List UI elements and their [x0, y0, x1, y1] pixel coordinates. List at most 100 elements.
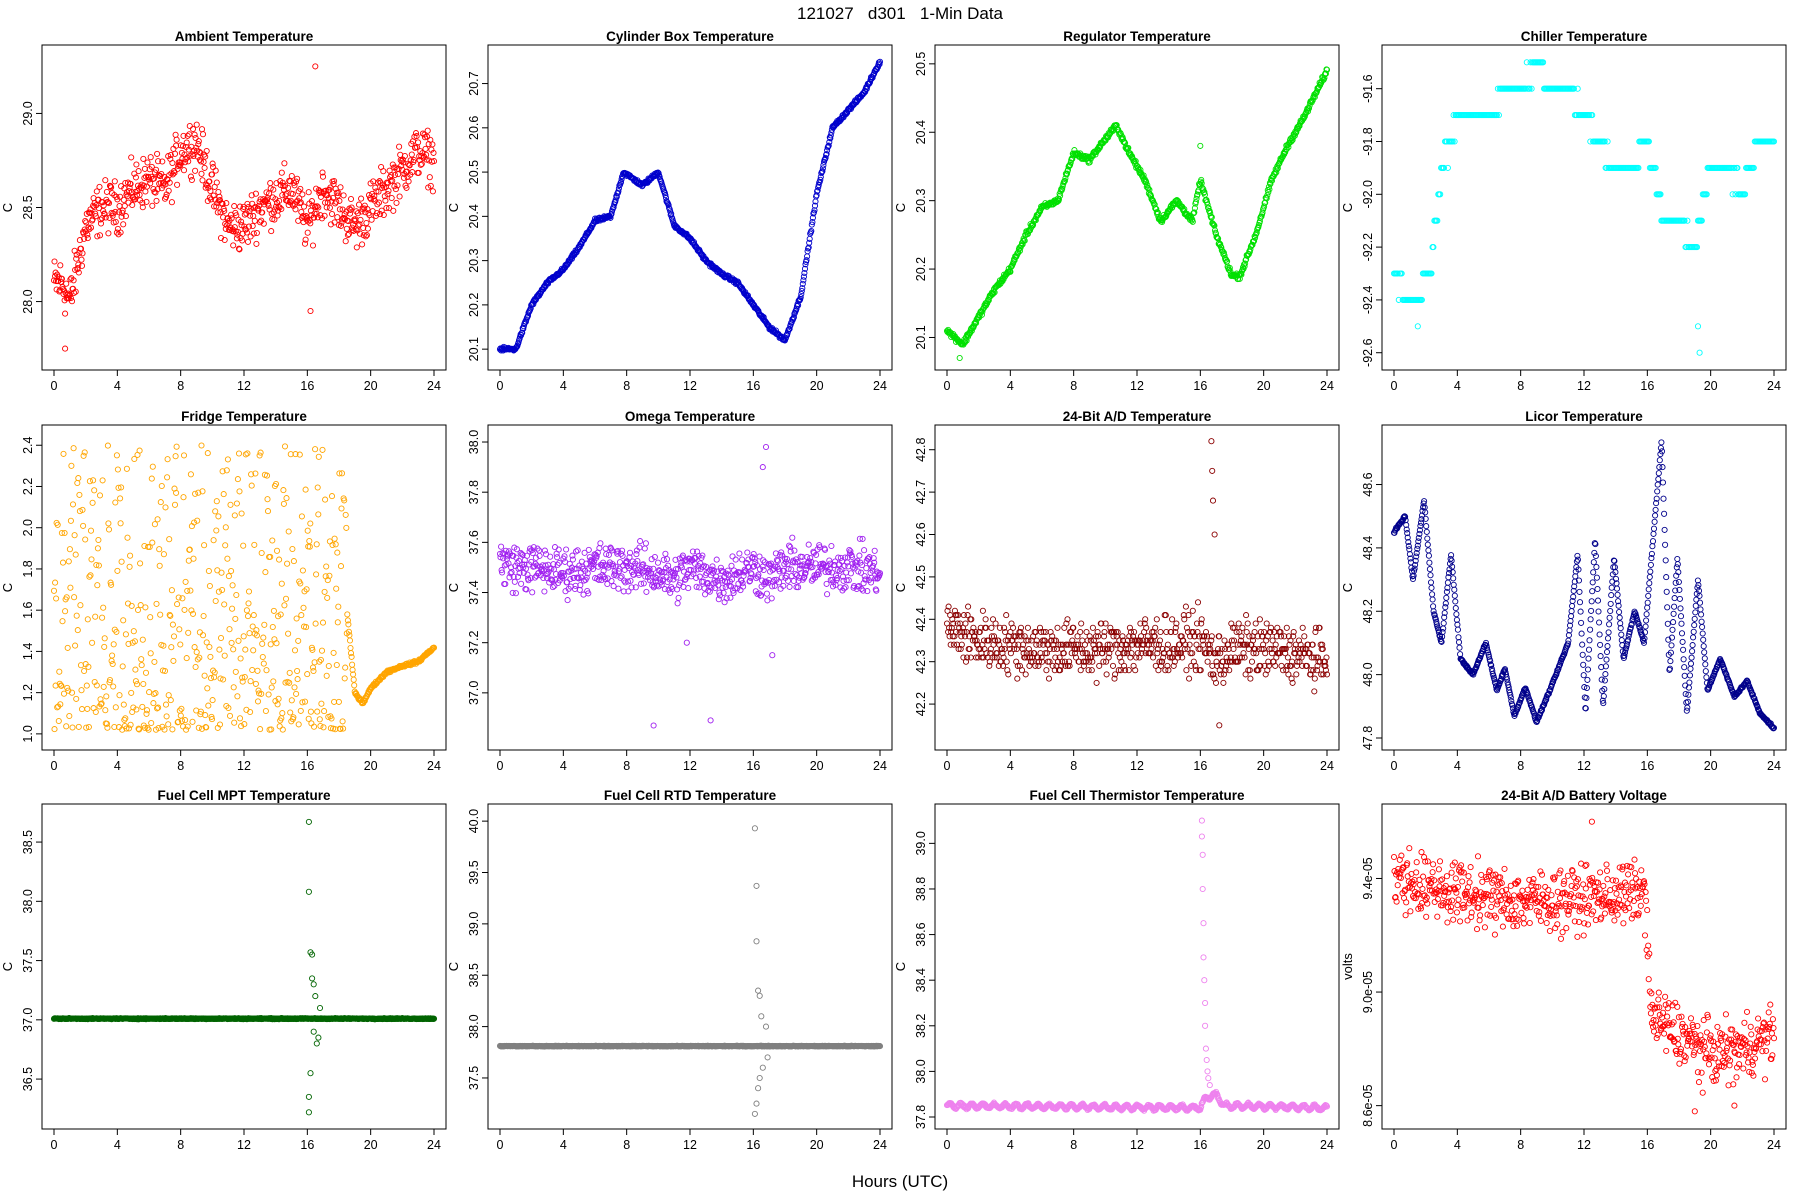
y-axis-label: C — [893, 203, 908, 212]
data-point — [333, 585, 340, 592]
data-point — [967, 654, 974, 661]
data-point — [69, 501, 77, 508]
data-point — [112, 218, 119, 225]
data-point — [113, 229, 120, 236]
data-point — [342, 511, 349, 518]
data-point — [183, 726, 190, 733]
data-point — [286, 669, 293, 676]
data-point — [827, 132, 834, 139]
data-point — [217, 634, 225, 642]
data-point — [125, 188, 133, 195]
data-point — [247, 678, 254, 685]
series-points — [50, 442, 438, 733]
data-point — [119, 663, 126, 670]
data-point — [202, 712, 209, 719]
data-point — [285, 184, 292, 191]
data-point — [236, 715, 244, 722]
data-point — [828, 129, 835, 136]
data-point — [169, 726, 176, 733]
data-point — [163, 713, 170, 720]
data-point — [127, 180, 134, 187]
y-tick-label: 29.0 — [21, 101, 35, 125]
data-point — [596, 545, 603, 552]
data-point — [104, 442, 111, 449]
data-point — [104, 199, 111, 206]
data-point — [607, 211, 615, 218]
data-point — [180, 167, 188, 174]
data-point — [1239, 624, 1246, 631]
x-tick-label: 0 — [1391, 759, 1398, 773]
data-point — [1077, 628, 1084, 636]
data-point — [811, 202, 819, 209]
plot-frame — [1381, 44, 1787, 371]
data-point — [78, 687, 85, 694]
data-point — [299, 567, 306, 574]
data-point — [343, 524, 350, 531]
data-point — [791, 547, 798, 554]
data-point-outlier — [683, 639, 690, 646]
data-point — [105, 200, 113, 207]
data-point — [307, 708, 314, 715]
data-point — [384, 190, 391, 198]
x-tick-label: 12 — [683, 759, 697, 773]
data-point — [240, 633, 247, 640]
y-tick-label: 20.1 — [914, 325, 928, 349]
data-point-outlier — [1211, 531, 1218, 538]
data-point — [313, 210, 320, 217]
data-point — [173, 136, 180, 143]
data-point — [262, 569, 269, 576]
data-point — [158, 482, 165, 490]
data-point — [206, 582, 213, 590]
data-point — [175, 594, 182, 601]
data-point — [110, 683, 117, 690]
data-point — [321, 708, 328, 715]
y-tick-label: 48.2 — [1361, 599, 1375, 623]
data-point — [150, 700, 157, 707]
x-tick-label: 12 — [1130, 759, 1144, 773]
data-point — [1284, 654, 1291, 661]
data-point — [213, 527, 220, 534]
data-point — [234, 693, 241, 700]
data-point — [197, 149, 204, 156]
x-tick-label: 4 — [114, 379, 121, 393]
data-point — [348, 204, 355, 211]
data-point — [320, 724, 327, 731]
data-point — [245, 600, 252, 607]
data-point — [294, 667, 301, 675]
data-point — [185, 629, 192, 636]
data-point — [57, 278, 64, 285]
data-point — [422, 145, 429, 152]
data-point — [289, 190, 296, 198]
data-point — [345, 230, 352, 238]
data-point — [797, 294, 804, 301]
data-point — [126, 563, 133, 570]
y-tick-label: 47.8 — [1361, 726, 1375, 750]
data-point — [72, 551, 79, 558]
data-point — [279, 710, 286, 717]
data-point — [111, 178, 118, 185]
data-point — [226, 626, 233, 633]
data-point — [373, 188, 380, 195]
data-point — [362, 233, 369, 240]
x-tick-label: 20 — [1704, 759, 1718, 773]
data-point — [211, 203, 218, 210]
data-point — [287, 709, 294, 716]
data-point — [133, 161, 140, 168]
data-point — [740, 583, 747, 590]
data-point — [140, 182, 147, 189]
data-point — [214, 209, 221, 216]
data-point — [264, 496, 271, 503]
data-point — [74, 627, 81, 634]
data-point — [94, 545, 101, 552]
data-point — [191, 131, 198, 138]
y-tick-label: 20.1 — [467, 337, 481, 361]
y-tick-label: 38.0 — [467, 430, 481, 454]
data-point — [1252, 620, 1259, 627]
data-point — [73, 612, 80, 619]
panel-title: Licor Temperature — [1525, 409, 1643, 424]
data-point — [275, 207, 282, 214]
data-point — [73, 695, 80, 702]
data-point — [230, 684, 237, 691]
data-point — [59, 559, 67, 566]
